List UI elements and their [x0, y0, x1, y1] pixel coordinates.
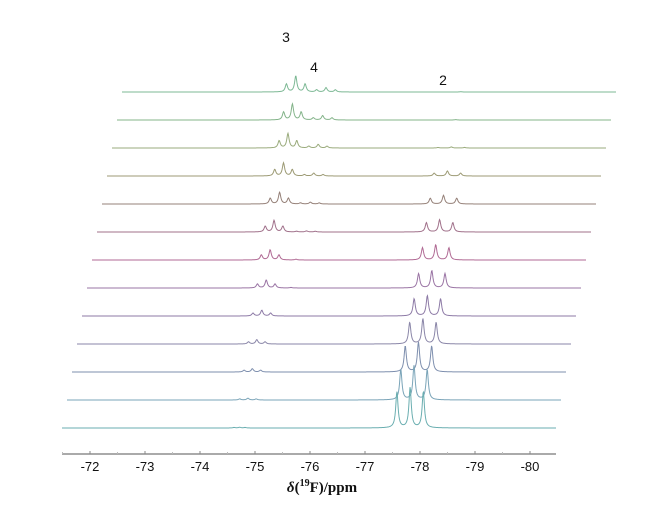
x-tick-label: -73	[136, 459, 155, 474]
x-axis-title-element: F	[310, 480, 319, 496]
spectrum-trace-12	[117, 102, 611, 121]
peak-annotations: 3 4 2	[282, 29, 447, 88]
spectrum-trace-3	[72, 341, 566, 373]
spectra-traces	[62, 75, 616, 429]
peak-label-3: 3	[282, 29, 290, 45]
x-tick-label: -74	[191, 459, 210, 474]
x-axis-title-close: )/ppm	[319, 480, 358, 496]
spectrum-trace-2	[67, 365, 561, 401]
x-tick-label: -75	[246, 459, 265, 474]
x-axis: -72 -73 -74 -75 -76 -77 -78 -79 -80 δ(19F)/ppm	[62, 451, 556, 496]
spectrum-trace-6	[87, 269, 581, 289]
x-tick-label: -80	[521, 459, 540, 474]
x-tick-label: -76	[301, 459, 320, 474]
x-tick-label: -79	[466, 459, 485, 474]
spectrum-trace-13	[122, 75, 616, 93]
x-axis-ticks: -72 -73 -74 -75 -76 -77 -78 -79 -80	[62, 451, 540, 474]
x-axis-title-open: (	[295, 480, 300, 496]
peak-label-2: 2	[439, 72, 447, 88]
x-tick-label: -72	[81, 459, 100, 474]
spectrum-trace-10	[107, 161, 601, 177]
spectrum-trace-4	[77, 318, 571, 345]
spectrum-trace-9	[102, 191, 596, 205]
x-axis-title: δ(19F)/ppm	[287, 478, 358, 496]
x-axis-title-delta: δ	[287, 480, 295, 496]
x-tick-label: -78	[411, 459, 430, 474]
spectrum-trace-1	[62, 387, 556, 429]
spectrum-trace-7	[92, 244, 586, 261]
x-axis-title-mass: 19	[300, 478, 310, 489]
peak-label-4: 4	[310, 59, 318, 75]
spectrum-trace-8	[97, 218, 591, 233]
spectrum-trace-5	[82, 294, 577, 317]
spectrum-trace-11	[112, 131, 606, 149]
x-tick-label: -77	[356, 459, 375, 474]
